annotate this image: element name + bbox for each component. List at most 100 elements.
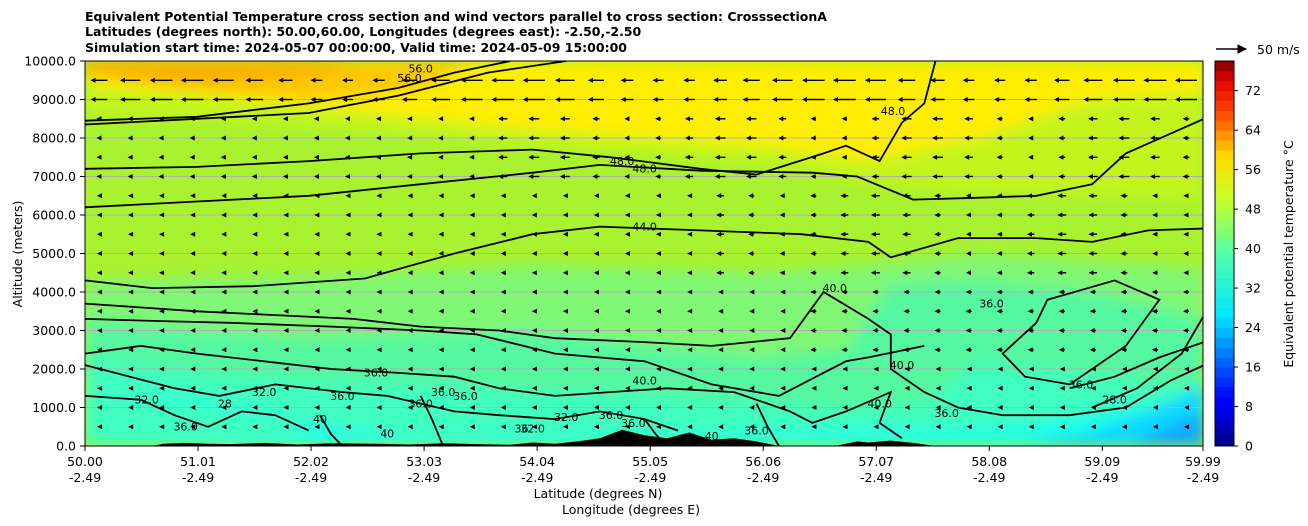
wind-vector-head — [1152, 212, 1158, 218]
wind-vector-head — [438, 405, 444, 410]
wind-vector-head — [749, 366, 755, 372]
wind-vector-head — [469, 328, 475, 333]
wind-vector-head — [1028, 366, 1034, 372]
wind-vector-head — [904, 424, 910, 430]
wind-vector-head — [251, 116, 257, 122]
wind-vector-head — [469, 366, 475, 372]
wind-vector-head — [842, 405, 848, 410]
wind-vector-head — [652, 97, 658, 102]
wind-vector-head — [841, 347, 847, 353]
wind-vector-head — [716, 251, 722, 256]
wind-vector-head — [842, 366, 848, 372]
wind-vector-head — [252, 193, 258, 199]
wind-vector-head — [934, 289, 940, 295]
wind-vector-head — [313, 135, 319, 141]
wind-vector-head — [965, 328, 971, 333]
wind-vector-head — [563, 347, 568, 353]
wind-vector-head — [1151, 308, 1157, 314]
wind-vector-head — [158, 135, 164, 141]
wind-vector-head — [345, 289, 351, 295]
wind-vector-head — [810, 328, 816, 333]
wind-vector-head — [1183, 212, 1189, 218]
wind-vector-head — [313, 116, 319, 122]
contour-labels: 56.056.048.048.048.044.040.036.036.040.0… — [134, 63, 1126, 444]
wind-vector-head — [871, 174, 877, 179]
wind-vector-head — [841, 308, 847, 314]
wind-vector-head — [811, 424, 817, 430]
wind-vector-head — [932, 154, 938, 160]
wind-vector-head — [149, 97, 155, 102]
colorbar-tick-label: 48 — [1245, 202, 1261, 217]
wind-vector-head — [902, 231, 908, 237]
wind-vector-head — [683, 77, 689, 83]
wind-vector-head — [684, 116, 690, 122]
wind-vector-head — [528, 174, 534, 179]
wind-vector-head — [1027, 289, 1033, 295]
colorbar-tick-label: 8 — [1245, 399, 1253, 414]
wind-vector-head — [283, 385, 289, 391]
contour-label: 36.0 — [744, 424, 769, 437]
wind-vector-head — [469, 289, 475, 295]
wind-vector-head — [407, 231, 413, 237]
wind-vector-head — [778, 174, 784, 179]
contour-line — [85, 395, 310, 432]
wind-vector-head — [1152, 251, 1158, 256]
wind-vector-head — [555, 77, 561, 83]
contour-label: 40 — [380, 428, 394, 441]
wind-vector-head — [1122, 405, 1127, 410]
wind-vector-head — [559, 116, 565, 122]
wind-vector-head — [1088, 212, 1094, 218]
wind-vector-head — [780, 424, 786, 430]
wind-vector-head — [966, 405, 972, 410]
wind-vector-head — [1184, 424, 1190, 430]
grid-lines — [85, 61, 1203, 446]
wind-vector-head — [996, 289, 1002, 295]
wind-vector-head — [97, 366, 103, 372]
wind-vector-head — [716, 193, 722, 199]
wind-vector-head — [128, 193, 134, 199]
wind-vector-head — [718, 385, 724, 391]
wind-vector-head — [372, 97, 378, 102]
wind-vector-head — [345, 328, 351, 333]
wind-vector-head — [407, 366, 413, 372]
wind-vector-head — [159, 289, 165, 295]
wind-vector-head — [252, 347, 258, 353]
wind-vector-head — [934, 212, 940, 218]
wind-vector-head — [531, 251, 537, 256]
wind-vector-head — [996, 270, 1002, 276]
contour-label: 32.0 — [134, 394, 159, 407]
wind-vector-head — [127, 174, 133, 179]
wind-vector-head — [872, 347, 878, 353]
wind-vector-head — [934, 193, 940, 199]
wind-vector-head — [531, 212, 537, 218]
wind-vector-head — [865, 97, 870, 102]
wind-vector-head — [594, 424, 599, 430]
wind-vector-head — [655, 135, 661, 141]
wind-vector-head — [559, 135, 565, 141]
wind-vector-head — [500, 193, 506, 199]
wind-vector-head — [624, 154, 630, 160]
wind-vector-head — [1184, 405, 1190, 410]
wind-vector-head — [345, 270, 351, 276]
wind-vector-head — [718, 366, 724, 372]
wind-vector-head — [966, 270, 971, 276]
wind-vector-head — [749, 405, 755, 410]
colorbar-label: Equivalent potential temperature °C — [1281, 140, 1296, 368]
wind-vector-head — [684, 174, 690, 179]
wind-vector-head — [1152, 270, 1158, 276]
wind-vector-head — [748, 251, 754, 256]
wind-vector-head — [840, 251, 846, 256]
wind-vector-head — [469, 424, 475, 430]
contour-label: 36.0 — [330, 390, 355, 403]
wind-vector-head — [902, 193, 908, 199]
wind-vector-head — [1153, 405, 1158, 410]
wind-vector-head — [656, 289, 662, 295]
wind-vector-head — [128, 424, 134, 430]
wind-vector-head — [245, 77, 251, 83]
wind-vector-head — [873, 366, 879, 372]
wind-vector-head — [190, 366, 196, 372]
wind-vector-head — [522, 77, 528, 83]
colorbar-tick-label: 16 — [1245, 360, 1261, 375]
wind-vector-head — [1122, 366, 1127, 372]
wind-vector-head — [438, 270, 444, 276]
